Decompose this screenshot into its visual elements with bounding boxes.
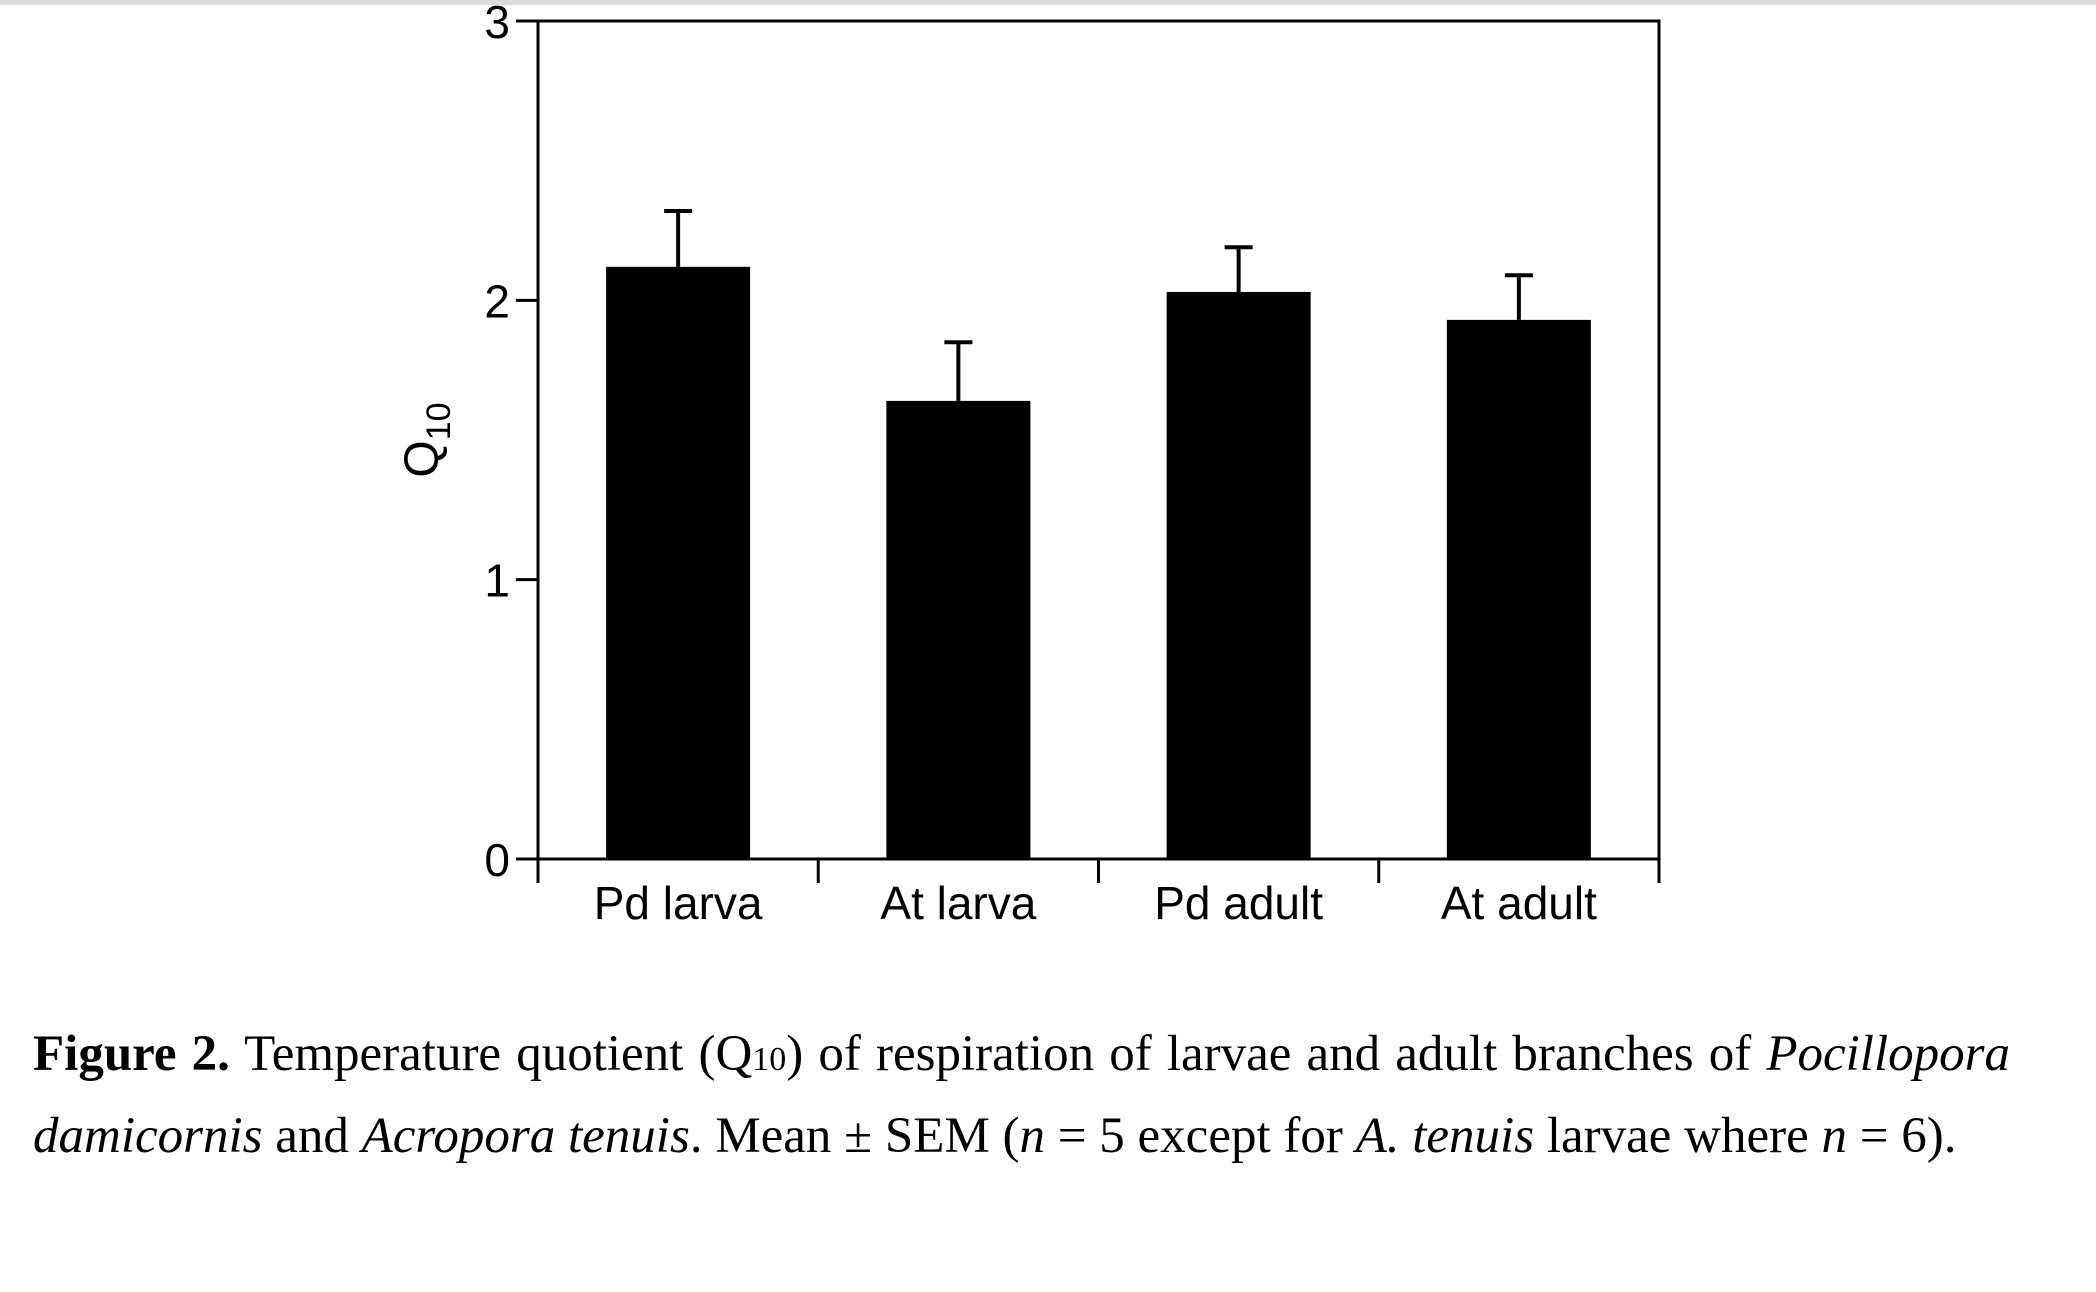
y-tick-label: 0 [484,834,510,886]
caption-n: n [1019,1108,1046,1164]
caption-text: . Mean ± SEM ( [689,1108,1020,1164]
bar-chart: 0 1 2 3 Pd larva At larva Pd adult At adult Q1… [396,0,1661,929]
y-tick-label: 2 [484,275,510,327]
caption-text: and [262,1108,362,1164]
x-tick-label: At larva [880,877,1036,929]
y-axis-label: Q10 [396,402,458,477]
caption-subscript: 10 [752,1041,787,1078]
top-divider [0,0,2096,5]
bar [606,266,751,859]
caption-text: = 6). [1846,1108,1957,1164]
bar [886,400,1031,859]
y-tick-label: 1 [484,555,510,607]
bar [1446,319,1591,859]
plot-frame [536,19,1661,861]
x-tick-label: Pd larva [594,877,763,929]
y-tick-label: 3 [484,0,510,48]
figure-caption: Figure 2. Temperature quotient (Q10) of … [33,1016,2010,1175]
caption-text: = 5 except for [1045,1108,1356,1164]
y-axis-label-sub: 10 [420,402,458,440]
x-tick-label: At adult [1441,877,1597,929]
bar [1166,291,1311,859]
caption-text: Temperature quotient (Q [229,1026,753,1082]
x-axis-ticks: Pd larva At larva Pd adult At adult [536,859,1661,929]
error-bars [664,208,1533,401]
bars [606,266,1591,859]
caption-text: ) of respiration of larvae and adult bra… [786,1026,1767,1082]
caption-n: n [1821,1108,1847,1164]
caption-species: Pocillopora damicornis [33,1026,2010,1164]
caption-text: larvae where [1534,1108,1822,1164]
caption-species: A. tenuis [1355,1108,1535,1164]
caption-species: Acropora tenuis [361,1108,690,1164]
y-axis-label-main: Q [396,440,449,477]
x-tick-label: Pd adult [1154,877,1323,929]
caption-label: Figure 2. [33,1026,230,1082]
y-axis-ticks: 0 1 2 3 [484,0,538,886]
